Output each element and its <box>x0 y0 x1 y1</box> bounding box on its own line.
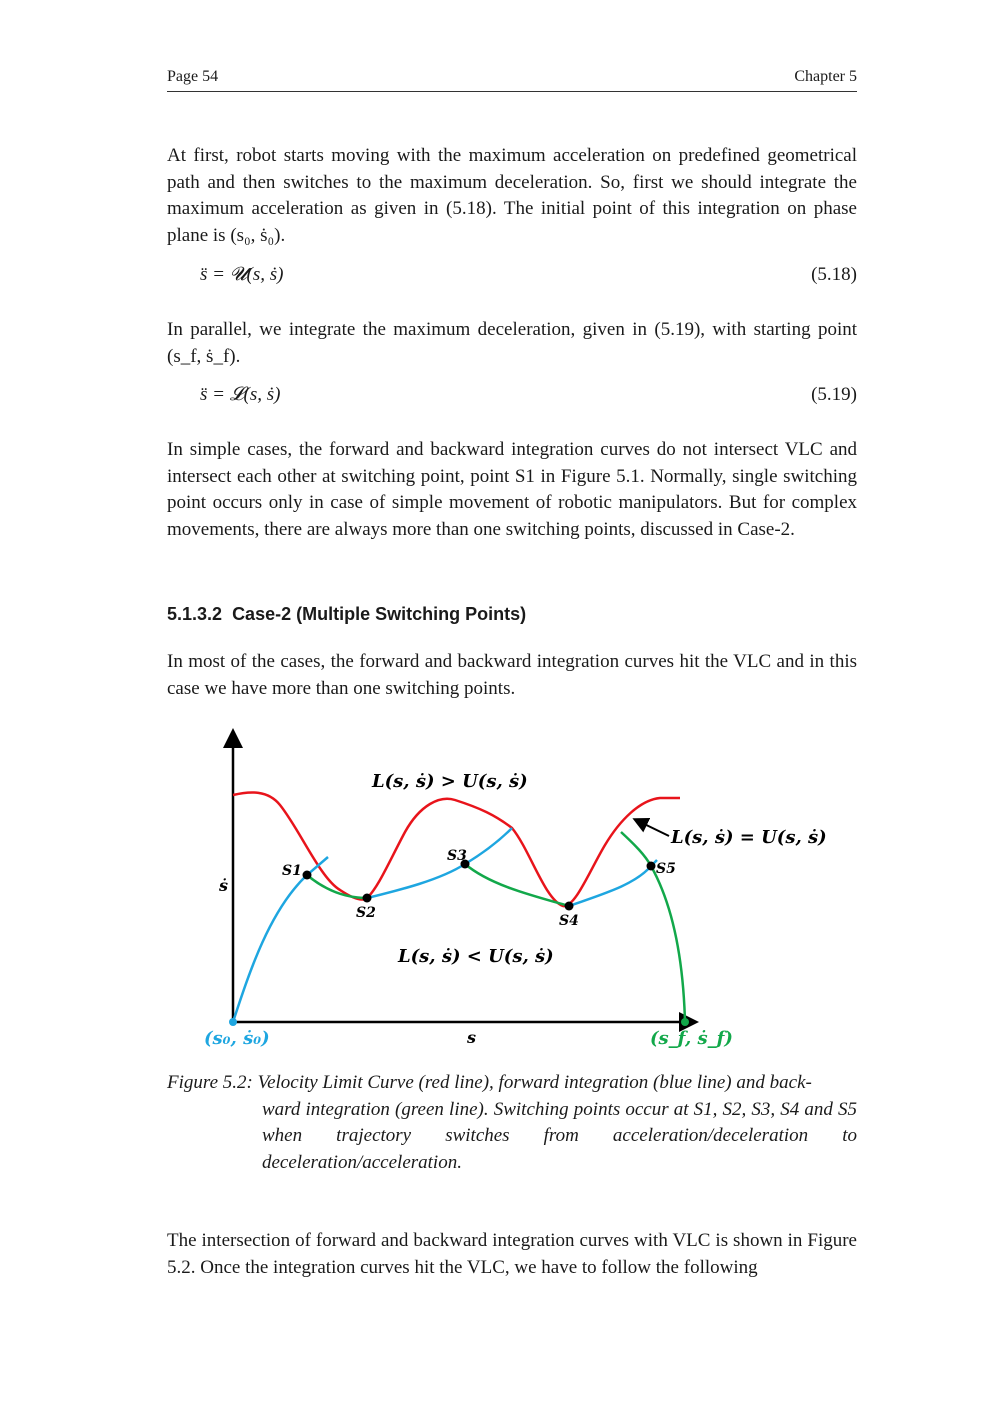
figure-caption: Figure 5.2: Velocity Limit Curve (red li… <box>167 1070 857 1176</box>
label-s1: S1 <box>282 863 302 879</box>
switch-point-s4 <box>564 901 574 911</box>
switch-point-s5 <box>646 861 656 871</box>
region-below-label: L(s, ṡ) < U(s, ṡ) <box>397 946 554 967</box>
forward-curve-1 <box>231 856 329 1023</box>
caption-rest: ward integration (green line). Switching… <box>262 1098 857 1173</box>
equation-5-19: s̈ = 𝓛(s, ṡ) <box>200 384 281 405</box>
label-s2: S2 <box>356 905 376 921</box>
region-above-label: L(s, ṡ) > U(s, ṡ) <box>371 771 528 792</box>
label-s5: S5 <box>656 861 676 877</box>
section-number: 5.1.3.2 <box>167 604 223 624</box>
vlc-curve <box>232 791 680 908</box>
paragraph-3: In simple cases, the forward and backwar… <box>167 439 857 540</box>
equation-5-18: s̈ = 𝓤(s, ṡ) <box>200 264 284 285</box>
x-axis-label: s <box>466 1028 476 1047</box>
vlc-label: L(s, ṡ) = U(s, ṡ) <box>670 827 827 848</box>
backward-curve-1 <box>306 874 368 900</box>
backward-curve-2 <box>464 863 570 908</box>
figure-phase-plane: S1 S2 S3 S4 S5 L(s, ṡ) > U(s, ṡ) L(s, ṡ)… <box>204 728 827 1049</box>
page-number: Page 54 <box>167 68 219 85</box>
start-label: (s₀, ṡ₀) <box>204 1028 270 1049</box>
chapter-label: Chapter 5 <box>794 68 857 85</box>
switch-point-s1 <box>302 870 312 880</box>
equation-number-5-19: (5.19) <box>811 384 857 405</box>
caption-line-1: Velocity Limit Curve (red line), forward… <box>257 1072 812 1093</box>
vlc-arrow <box>632 818 670 837</box>
end-label: (s_f, ṡ_f) <box>650 1028 733 1049</box>
equation-number-5-18: (5.18) <box>811 264 857 285</box>
switch-point-s3 <box>460 859 470 869</box>
start-point <box>229 1018 237 1026</box>
label-s3: S3 <box>447 848 467 864</box>
header-rule <box>167 91 857 92</box>
section-heading: 5.1.3.2 Case-2 (Multiple Switching Point… <box>167 604 526 625</box>
paragraph-4: In most of the cases, the forward and ba… <box>167 651 857 699</box>
y-axis-label: ṡ <box>218 876 228 895</box>
switch-point-s2 <box>362 893 372 903</box>
end-point <box>681 1018 689 1026</box>
forward-curve-3 <box>568 859 658 908</box>
caption-label: Figure 5.2: <box>167 1072 253 1093</box>
label-s4: S4 <box>559 913 579 929</box>
paragraph-1: At first, robot starts moving with the m… <box>167 145 857 246</box>
backward-curve-3 <box>620 831 687 1023</box>
paragraph-2: In parallel, we integrate the maximum de… <box>167 319 857 367</box>
section-title: Case-2 (Multiple Switching Points) <box>232 604 527 624</box>
paragraph-5: The intersection of forward and backward… <box>167 1230 857 1278</box>
